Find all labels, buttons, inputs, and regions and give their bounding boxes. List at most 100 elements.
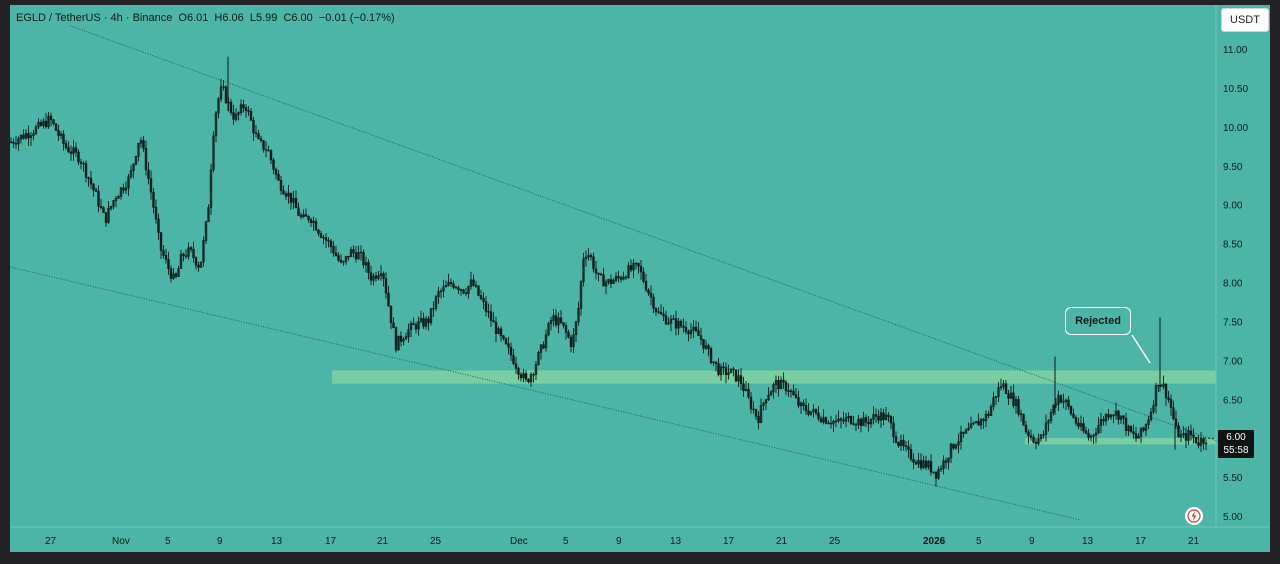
candle-body — [1132, 431, 1135, 434]
chart-frame[interactable]: 11.00 10.50 10.00 9.50 9.00 8.50 8.00 7.50 7.00 6… — [10, 5, 1270, 552]
candle-body — [452, 283, 455, 288]
candle-body — [672, 318, 675, 320]
lightning-icon[interactable] — [1185, 507, 1203, 525]
candle-body — [762, 402, 765, 406]
candle-body — [902, 439, 905, 447]
candle-body — [1099, 418, 1103, 426]
candle-body — [507, 343, 510, 348]
candle-body — [992, 397, 995, 407]
candle-body — [687, 331, 690, 335]
candle-body — [517, 367, 520, 375]
candle-body — [182, 253, 185, 257]
x-tick-label: 9 — [217, 536, 223, 547]
candle-body — [1077, 422, 1080, 427]
candle-body — [457, 287, 460, 291]
candle-body — [652, 296, 655, 309]
candle-body — [909, 449, 913, 460]
y-tick-label: 11.00 — [1223, 45, 1248, 56]
candle-body — [1187, 430, 1190, 441]
candle-body — [1039, 434, 1043, 440]
candle-body — [207, 207, 210, 223]
candle-body — [129, 170, 133, 178]
candle-body — [22, 134, 25, 139]
candle-body — [127, 176, 130, 189]
candle-body — [357, 252, 360, 260]
candle-body — [487, 311, 490, 313]
candle-body — [84, 163, 88, 178]
candle-body — [812, 408, 815, 412]
candle-body — [299, 215, 303, 218]
y-tick-label: 9.50 — [1223, 162, 1243, 173]
candle-body — [659, 311, 663, 315]
candle-body — [214, 112, 218, 137]
candle-body — [257, 133, 260, 140]
candle-body — [542, 344, 545, 349]
candle-body — [164, 255, 168, 260]
candle-body — [962, 431, 965, 434]
candle-body — [679, 320, 683, 327]
symbol-title[interactable]: EGLD / TetherUS · 4h · Binance — [16, 12, 173, 24]
candle-body — [269, 150, 273, 161]
candle-body — [89, 178, 93, 185]
candle-body — [789, 390, 793, 393]
candle-body — [94, 189, 98, 192]
candle-body — [177, 268, 180, 277]
candle-body — [117, 196, 120, 199]
candle-body — [107, 208, 110, 223]
candle-body — [1087, 432, 1090, 438]
candle-body — [819, 418, 823, 423]
candle-body — [217, 98, 220, 114]
candle-body — [594, 268, 598, 274]
candle-body — [112, 200, 115, 207]
rejected-callout: Rejected — [1065, 307, 1131, 335]
candle-body — [502, 335, 505, 339]
candle-body — [549, 320, 553, 324]
candle-body — [809, 411, 813, 415]
candle-body — [757, 415, 760, 423]
y-tick-label: 8.50 — [1223, 240, 1243, 251]
candle-body — [234, 114, 238, 120]
x-tick-label: 25 — [430, 536, 442, 547]
candle-body — [374, 275, 378, 279]
candle-body — [584, 256, 588, 260]
candle-body — [219, 86, 223, 100]
x-tick-label: 21 — [776, 536, 788, 547]
candle-body — [367, 262, 370, 274]
candle-body — [184, 255, 188, 257]
candle-body — [917, 460, 920, 465]
candle-body — [14, 143, 18, 145]
y-tick-label: 10.50 — [1223, 84, 1248, 95]
candle-body — [104, 212, 108, 223]
candle-body — [529, 374, 533, 383]
candle-body — [887, 414, 890, 417]
candle-body — [929, 461, 933, 473]
currency-button[interactable]: USDT — [1221, 8, 1269, 32]
candle-body — [454, 286, 458, 289]
candle-body — [492, 320, 495, 323]
candle-body — [554, 315, 558, 326]
candle-body — [427, 318, 430, 324]
candle-body — [17, 138, 20, 145]
candle-body — [237, 112, 240, 115]
candle-body — [869, 418, 873, 425]
candle-body — [509, 346, 513, 356]
candle-body — [1037, 438, 1040, 444]
candle-body — [539, 344, 543, 353]
candle-body — [669, 318, 673, 324]
candle-body — [864, 417, 868, 423]
candle-body — [137, 142, 140, 157]
candle-body — [364, 262, 368, 266]
candle-body — [847, 416, 850, 419]
price-chart[interactable]: 11.00 10.50 10.00 9.50 9.00 8.50 8.00 7.50 7.00 6… — [10, 5, 1270, 552]
candle-body — [337, 255, 340, 261]
candle-body — [114, 198, 118, 201]
candle-body — [154, 206, 158, 220]
candle-body — [287, 192, 290, 197]
candle-body — [192, 249, 195, 259]
candle-body — [1139, 427, 1143, 437]
candle-body — [854, 424, 858, 426]
candle-body — [1022, 413, 1025, 426]
candle-body — [877, 415, 880, 421]
candle-body — [1109, 414, 1113, 418]
candle-body — [282, 190, 285, 195]
